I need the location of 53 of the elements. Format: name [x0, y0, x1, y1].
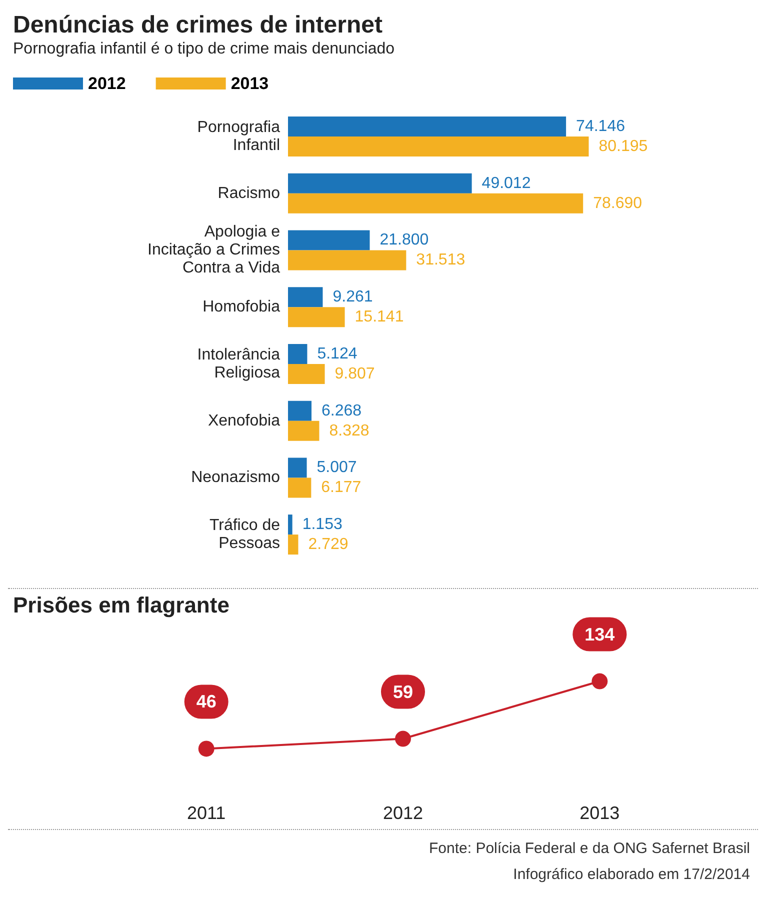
- data-label: 5.124: [317, 345, 358, 362]
- bar: [288, 136, 589, 156]
- chart-subtitle: Pornografia infantil é o tipo de crime mais denunciado: [13, 40, 395, 58]
- y-tick-label: Apologia e Incitação a Crimes Contra a Vida: [148, 224, 280, 277]
- data-label: 31.513: [416, 252, 466, 269]
- data-label: 134: [584, 624, 615, 644]
- data-label: 6.177: [321, 479, 362, 496]
- x-tick-label: 2013: [580, 803, 620, 823]
- bar: [288, 364, 325, 384]
- source-note: Fonte: Polícia Federal e da ONG Safernet Brasil: [428, 839, 750, 859]
- x-tick-label: 2011: [186, 803, 226, 823]
- bar: [288, 400, 312, 421]
- legend-label: 2013: [230, 74, 269, 93]
- chart-title: Denúncias de crimes de internet: [13, 12, 382, 38]
- data-label: 80.195: [598, 138, 648, 155]
- bar: [288, 250, 406, 270]
- data-label: 5.007: [316, 459, 357, 476]
- data-label: 2.729: [308, 536, 348, 554]
- x-tick-label: 2012: [382, 803, 424, 823]
- data-label: 1.153: [302, 516, 342, 534]
- data-label: 21.800: [380, 232, 429, 249]
- bar: [288, 307, 345, 328]
- bar: [288, 230, 370, 250]
- bar: [288, 534, 298, 555]
- legend-label: 2012: [88, 74, 126, 93]
- bar: [288, 173, 472, 194]
- text: Infográfico elaborado em 17/2/2014: [512, 865, 750, 885]
- data-label: 8.328: [329, 422, 370, 440]
- bar: [288, 514, 292, 535]
- bar: [288, 193, 584, 214]
- y-tick-label: Pornografia Infantil: [197, 118, 280, 154]
- bar: [288, 458, 307, 478]
- data-label: 49.012: [482, 174, 531, 192]
- y-tick-label: Racismo: [218, 184, 280, 202]
- bar: [288, 287, 323, 308]
- y-tick-label: Homofobia: [202, 298, 280, 316]
- y-tick-label: Neonazismo: [191, 469, 280, 486]
- data-label: 46: [196, 692, 216, 712]
- chart-title: Prisões em flagrante: [13, 592, 230, 618]
- y-tick-label: Xenofobia: [208, 412, 280, 430]
- data-label: 6.268: [322, 402, 362, 420]
- bar: [288, 420, 320, 441]
- data-label: 74.146: [576, 118, 626, 135]
- data-label: 78.690: [593, 194, 642, 212]
- data-label: 9.807: [334, 365, 375, 382]
- bar: [288, 344, 308, 364]
- bar: [288, 478, 312, 498]
- data-label: 15.141: [354, 308, 404, 326]
- bar: [288, 116, 566, 136]
- y-tick-label: Intolerância Religiosa: [197, 346, 280, 382]
- data-label: 59: [392, 682, 414, 702]
- data-label: 9.261: [332, 288, 373, 306]
- y-tick-label: Tráfico de Pessoas: [209, 517, 280, 552]
